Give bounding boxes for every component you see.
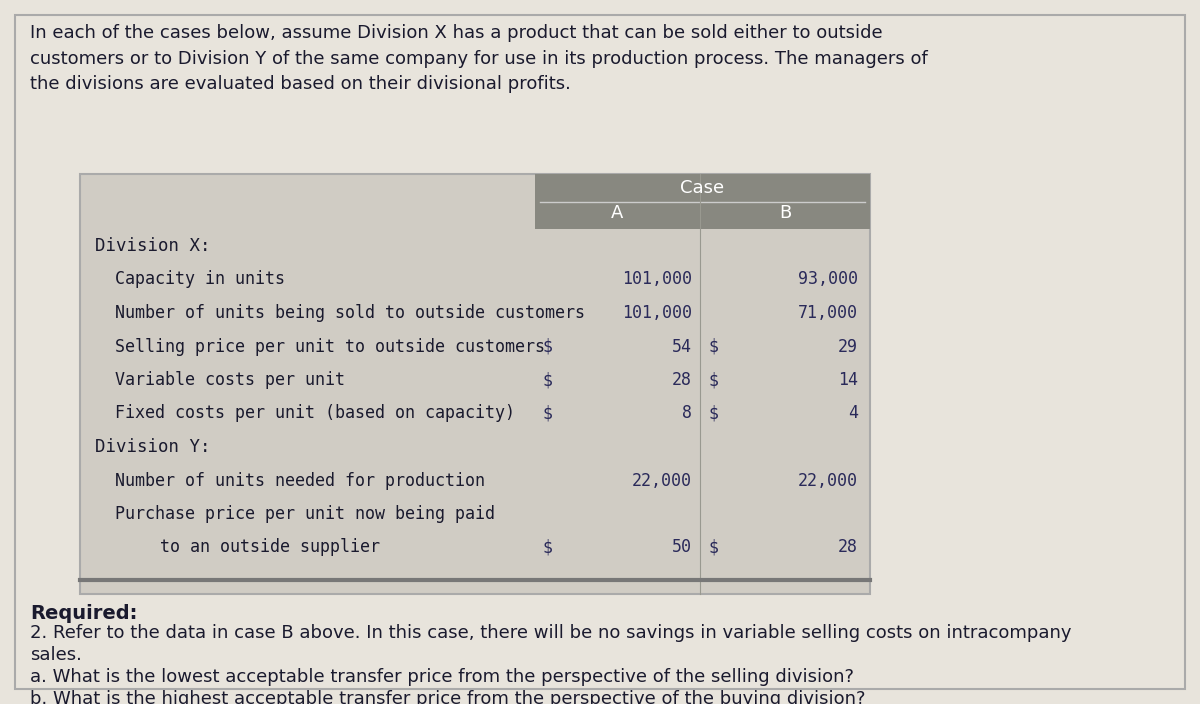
Text: Selling price per unit to outside customers: Selling price per unit to outside custom… — [115, 337, 545, 356]
Text: Required:: Required: — [30, 604, 137, 623]
Text: $: $ — [708, 371, 718, 389]
Text: Fixed costs per unit (based on capacity): Fixed costs per unit (based on capacity) — [115, 405, 515, 422]
Text: Division Y:: Division Y: — [95, 438, 210, 456]
Text: 2. Refer to the data in case B above. In this case, there will be no savings in : 2. Refer to the data in case B above. In… — [30, 624, 1072, 642]
Text: Purchase price per unit now being paid: Purchase price per unit now being paid — [115, 505, 496, 523]
Text: 50: 50 — [672, 539, 692, 556]
Text: 71,000: 71,000 — [798, 304, 858, 322]
Text: Case: Case — [680, 179, 725, 197]
Text: Variable costs per unit: Variable costs per unit — [115, 371, 346, 389]
Text: $: $ — [708, 337, 718, 356]
Text: 4: 4 — [848, 405, 858, 422]
Text: Capacity in units: Capacity in units — [115, 270, 286, 289]
Text: 54: 54 — [672, 337, 692, 356]
Text: $: $ — [542, 405, 553, 422]
Text: 22,000: 22,000 — [798, 472, 858, 489]
Bar — [80, 174, 870, 594]
Text: 93,000: 93,000 — [798, 270, 858, 289]
Text: 101,000: 101,000 — [622, 270, 692, 289]
Text: $: $ — [542, 371, 553, 389]
Text: Number of units needed for production: Number of units needed for production — [115, 472, 485, 489]
Text: Number of units being sold to outside customers: Number of units being sold to outside cu… — [115, 304, 586, 322]
Text: 28: 28 — [838, 539, 858, 556]
Text: 22,000: 22,000 — [632, 472, 692, 489]
Text: In each of the cases below, assume Division X has a product that can be sold eit: In each of the cases below, assume Divis… — [30, 24, 928, 94]
Text: B: B — [779, 204, 791, 222]
Text: b. What is the highest acceptable transfer price from the perspective of the buy: b. What is the highest acceptable transf… — [30, 690, 865, 704]
Text: $: $ — [708, 405, 718, 422]
Text: a. What is the lowest acceptable transfer price from the perspective of the sell: a. What is the lowest acceptable transfe… — [30, 668, 854, 686]
Text: 8: 8 — [682, 405, 692, 422]
Text: to an outside supplier: to an outside supplier — [130, 539, 380, 556]
Bar — [535, 174, 870, 229]
Text: sales.: sales. — [30, 646, 82, 664]
Text: A: A — [611, 204, 624, 222]
Text: 101,000: 101,000 — [622, 304, 692, 322]
Text: 29: 29 — [838, 337, 858, 356]
Text: Division X:: Division X: — [95, 237, 210, 255]
Text: 28: 28 — [672, 371, 692, 389]
Text: $: $ — [542, 337, 553, 356]
Text: 14: 14 — [838, 371, 858, 389]
Text: $: $ — [708, 539, 718, 556]
Text: $: $ — [542, 539, 553, 556]
